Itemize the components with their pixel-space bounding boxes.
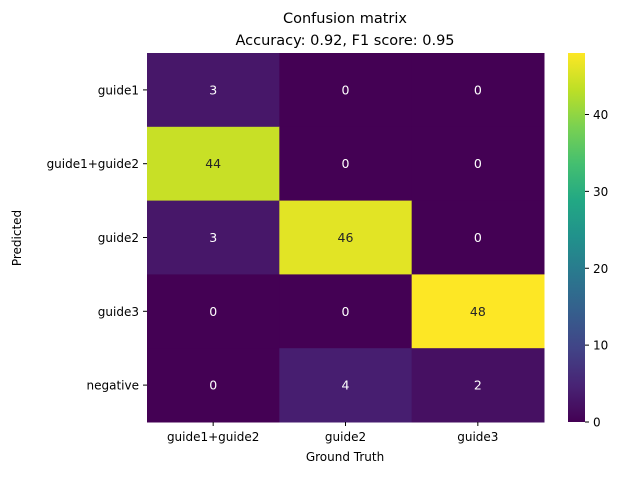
cell-value-label-r3-c1: 0 (342, 304, 350, 319)
colorbar-tick-label: 10 (593, 339, 608, 353)
heatmap-cell-r1-c2 (411, 126, 545, 202)
cell-value-label-r0-c0: 3 (209, 82, 217, 97)
heatmap-cell-r2-c0 (147, 200, 280, 275)
x-tick-label: guide2 (325, 430, 366, 444)
y-axis-label: Predicted (10, 210, 24, 266)
cell-value-label-r0-c1: 0 (342, 82, 350, 97)
y-tick-label: negative (87, 379, 139, 393)
x-tick-label: guide3 (457, 430, 498, 444)
colorbar-tick-label: 40 (593, 108, 608, 122)
y-tick-label: guide2 (98, 231, 139, 245)
heatmap-cell-r0-c1 (279, 53, 413, 128)
chart-title: Confusion matrix (283, 11, 407, 27)
x-tick-label: guide1+guide2 (167, 430, 259, 444)
cell-value-label-r0-c2: 0 (474, 82, 482, 97)
heatmap-cell-r4-c2 (411, 348, 545, 423)
heatmap-cell-r2-c1 (279, 200, 413, 275)
heatmap-cell-r0-c0 (147, 53, 280, 128)
cell-value-label-r2-c1: 46 (338, 230, 354, 245)
x-axis-label: Ground Truth (306, 450, 384, 464)
heatmap-cell-r4-c0 (147, 348, 280, 423)
cell-value-label-r2-c2: 0 (474, 230, 482, 245)
chart-subtitle: Accuracy: 0.92, F1 score: 0.95 (235, 33, 454, 49)
cell-value-label-r3-c2: 48 (470, 304, 486, 319)
heatmap-cell-r3-c2 (411, 274, 545, 349)
cell-value-label-r1-c2: 0 (474, 156, 482, 171)
y-axis: guide1 guide1+guide2 guide2 guide3 negative (47, 83, 147, 393)
y-tick-label: guide1 (98, 83, 139, 97)
cell-value-label-r1-c0: 44 (205, 156, 221, 171)
colorbar-gradient (568, 53, 585, 422)
colorbar-ticks: 0 10 20 30 40 (585, 108, 608, 430)
heatmap-cells (147, 53, 545, 423)
heatmap-cell-r2-c2 (411, 200, 545, 275)
colorbar-tick-label: 30 (593, 185, 608, 199)
heatmap-cell-labels: 3 0 0 44 0 0 3 46 0 0 0 48 0 4 2 (205, 82, 486, 392)
y-tick-label: guide3 (98, 305, 139, 319)
cell-value-label-r1-c1: 0 (342, 156, 350, 171)
cell-value-label-r2-c0: 3 (209, 230, 217, 245)
cell-value-label-r3-c0: 0 (209, 304, 217, 319)
heatmap-cell-r4-c1 (279, 348, 413, 423)
heatmap-cell-r3-c1 (279, 274, 413, 349)
heatmap-cell-r3-c0 (147, 274, 280, 349)
colorbar: 0 10 20 30 40 (568, 53, 608, 430)
x-axis: guide1+guide2 guide2 guide3 (167, 422, 498, 444)
colorbar-tick-label: 0 (593, 416, 601, 430)
heatmap-cell-r1-c0 (147, 126, 280, 202)
cell-value-label-r4-c1: 4 (342, 378, 350, 393)
cell-value-label-r4-c0: 0 (209, 378, 217, 393)
heatmap-cell-r0-c2 (411, 53, 545, 128)
heatmap-cell-r1-c1 (279, 126, 413, 202)
cell-value-label-r4-c2: 2 (474, 378, 482, 393)
y-tick-label: guide1+guide2 (47, 157, 139, 171)
colorbar-tick-label: 20 (593, 262, 608, 276)
